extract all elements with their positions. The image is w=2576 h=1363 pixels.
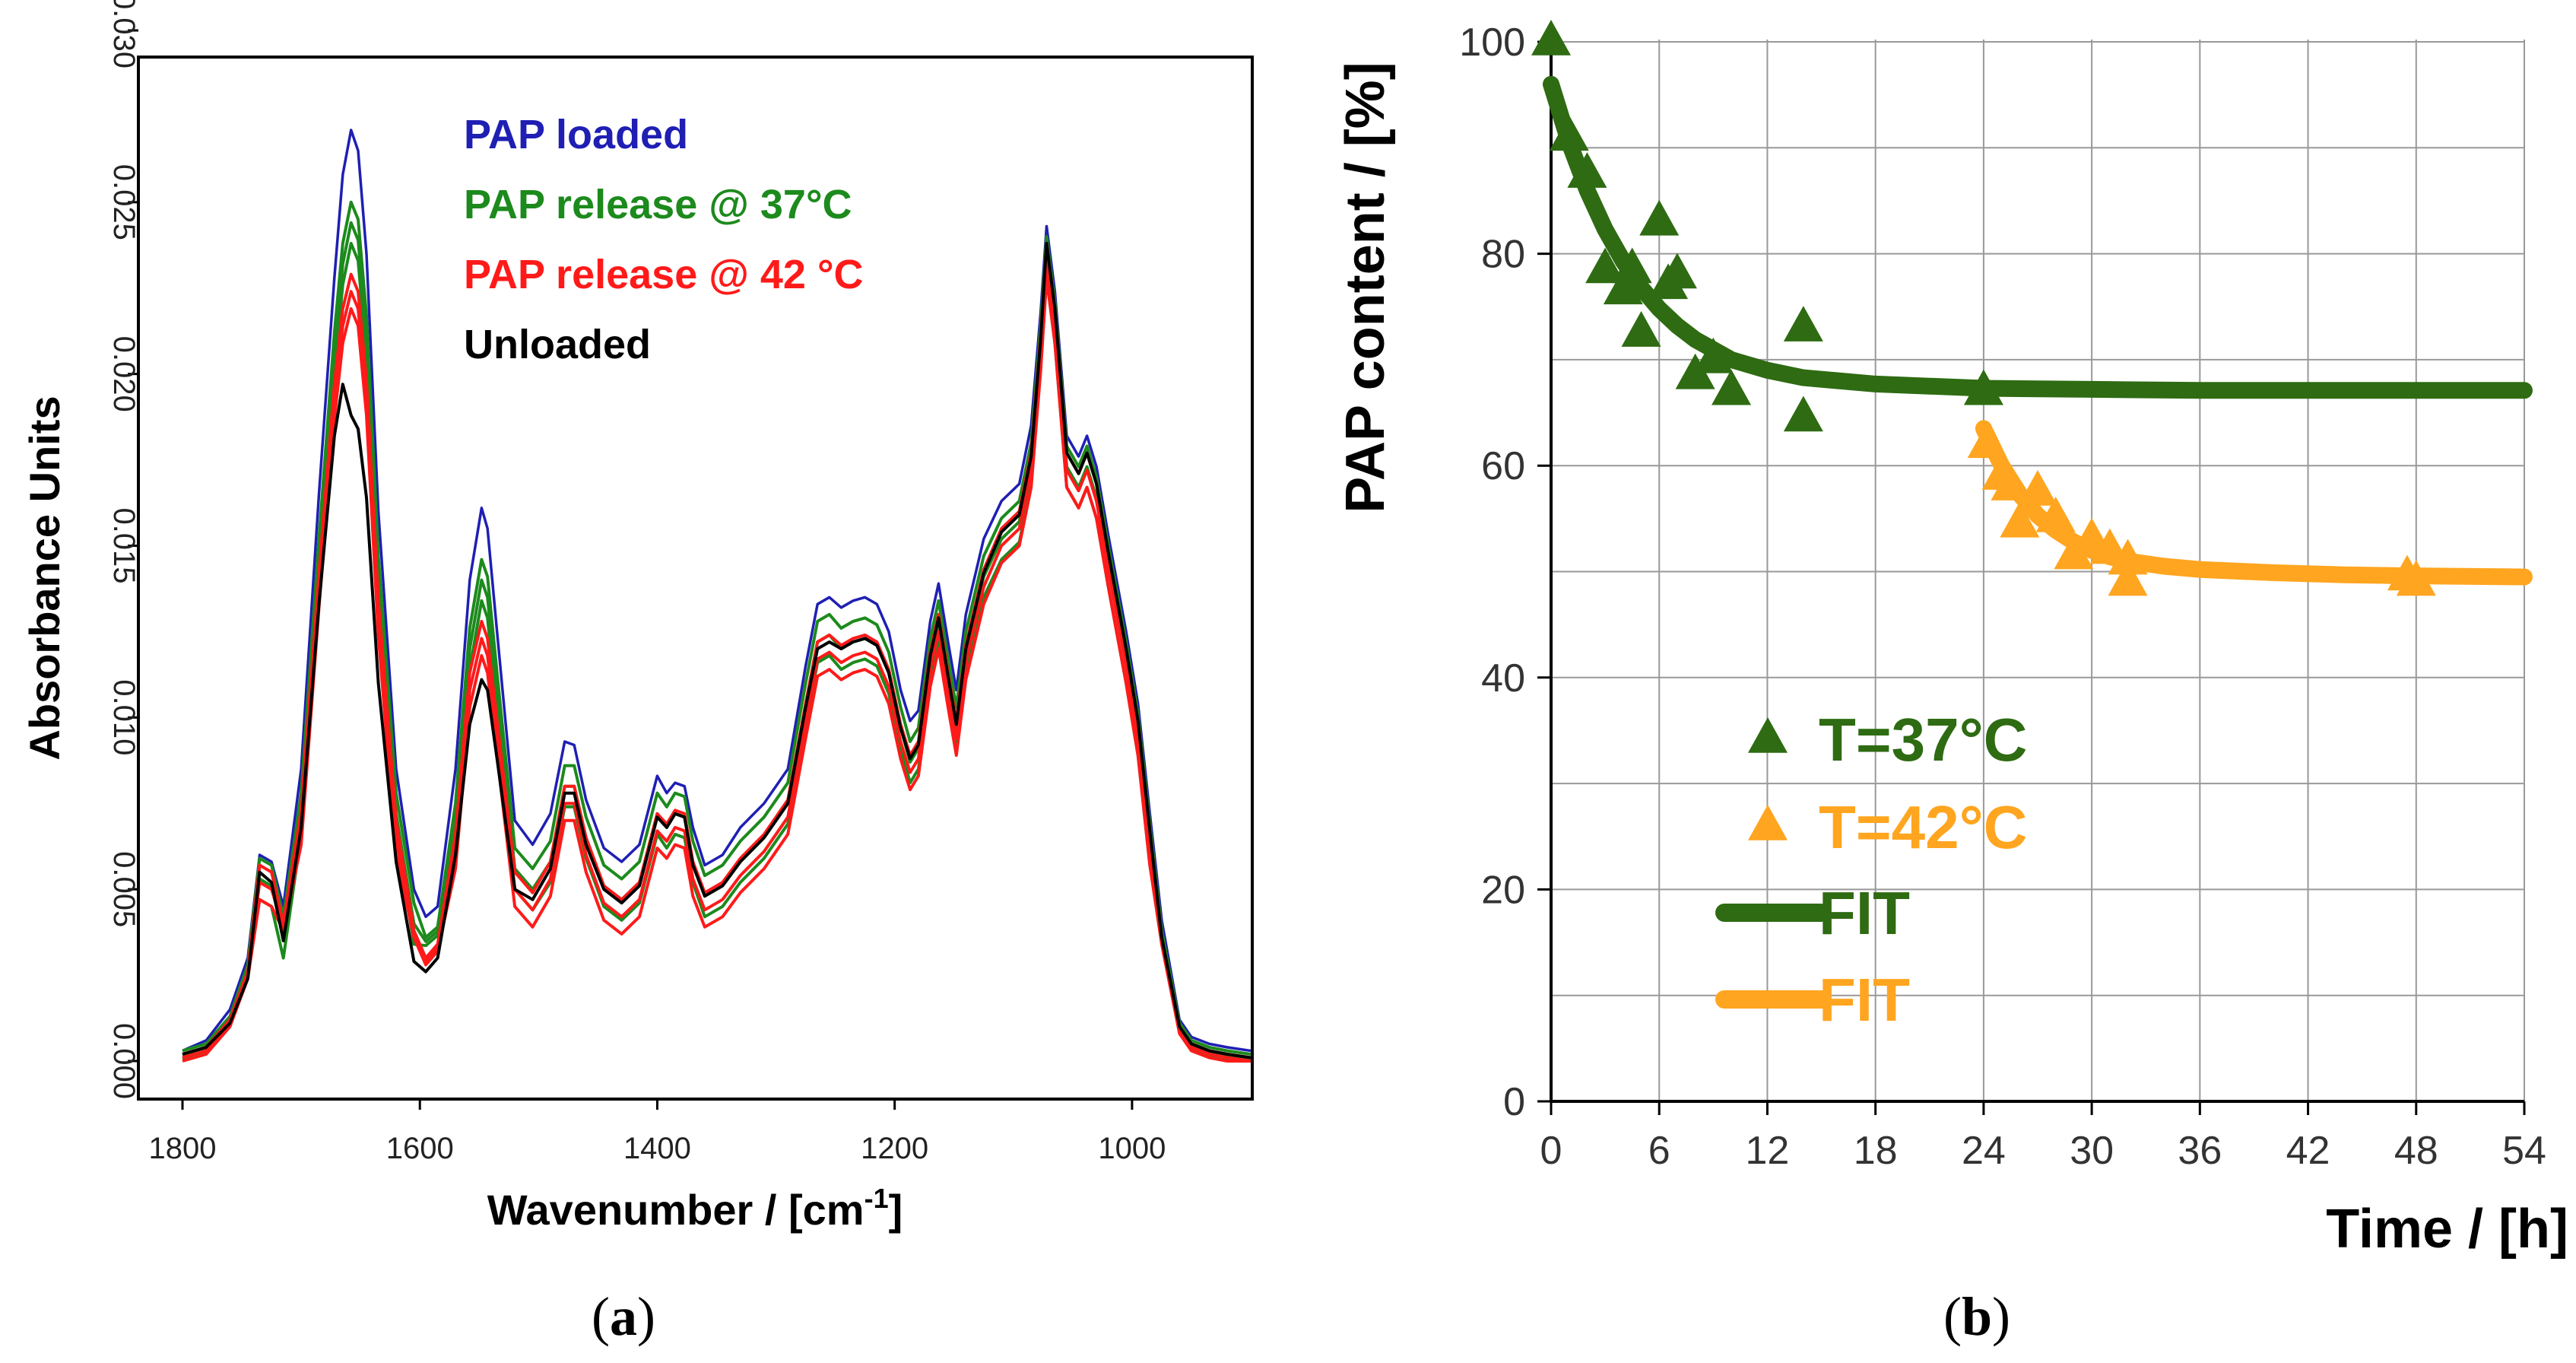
data-point-triangle: [2000, 501, 2040, 538]
x-tick-label: 1400: [623, 1132, 691, 1165]
data-point-triangle: [1991, 465, 2031, 500]
panel-b-caption-label: (b): [1943, 1286, 2010, 1347]
panel-b-y-ticks: 0 20 40 60 80 100: [1459, 21, 1551, 1124]
panel-a-y-axis-title: Absorbance Units: [21, 396, 68, 760]
data-point-triangle: [1639, 199, 1680, 236]
y-tick-label: 100: [1459, 21, 1525, 65]
panel-a-caption-label: (a): [592, 1286, 655, 1347]
panel-a-y-ticks: 0.000 0.005 0.010 0.015 0.020 0.025 0.030: [107, 0, 141, 1099]
x-tick-label: 6: [1648, 1129, 1670, 1173]
x-tick-label: 30: [2070, 1129, 2114, 1173]
data-point-triangle: [1621, 311, 1661, 347]
legend-entry: PAP release @ 37°C: [464, 182, 852, 227]
spectrum-line-release42-2: [182, 276, 1251, 1063]
panel-b-legend: T=37°C T=42°C FIT FIT: [1715, 706, 2027, 1034]
legend-triangle-marker: [1748, 804, 1788, 840]
data-point-triangle: [2018, 470, 2057, 506]
y-tick-label: 0: [1503, 1080, 1525, 1124]
data-point-triangle: [1603, 268, 1643, 305]
y-tick-label: 0.000: [107, 1023, 141, 1099]
legend-entry: T=37°C: [1819, 706, 2027, 774]
y-tick-label: 60: [1481, 444, 1525, 488]
panel-b-series: [1531, 19, 2533, 596]
panel-a-x-ticks: 1800 1600 1400 1200 1000: [149, 1099, 1166, 1165]
y-tick-label: 0.010: [107, 679, 141, 755]
data-point-triangle: [1585, 247, 1626, 284]
y-tick-label: 20: [1481, 868, 1525, 912]
data-point-triangle: [2035, 496, 2076, 532]
data-point-triangle: [1657, 253, 1697, 289]
legend-entry: T=42°C: [1819, 793, 2027, 861]
spectrum-line-unloaded: [182, 242, 1251, 1060]
legend-entry: FIT: [1819, 966, 1910, 1034]
y-tick-label: 0.025: [107, 164, 141, 240]
panel-a-legend: PAP loaded PAP release @ 37°C PAP release …: [464, 112, 864, 367]
panel-b-y-axis-title: PAP content / [%]: [1335, 62, 1396, 513]
legend-entry: PAP loaded: [464, 112, 688, 157]
x-tick-label: 0: [1540, 1129, 1562, 1173]
data-point-triangle: [1712, 369, 1752, 405]
x-tick-label: 1800: [149, 1132, 217, 1165]
data-point-triangle: [1967, 422, 2007, 459]
x-tick-label: 24: [1962, 1129, 2006, 1173]
x-tick-label: 1600: [386, 1132, 454, 1165]
panel-a-series-lines: [182, 129, 1251, 1063]
legend-triangle-marker: [1748, 716, 1788, 753]
panel-b-x-axis-title: Time / [h]: [2326, 1199, 2568, 1260]
y-tick-label: 0.015: [107, 507, 141, 583]
y-tick-label: 0.030: [107, 0, 141, 68]
x-tick-label: 1200: [861, 1132, 928, 1165]
data-point-triangle: [1783, 306, 1823, 342]
data-point-triangle: [1612, 247, 1652, 284]
data-point-triangle: [1567, 152, 1607, 188]
data-point-triangle: [1963, 369, 2003, 405]
panel-a-spectrum-chart: 1800 1600 1400 1200 1000 0.000 0.005 0.010 0.01…: [21, 0, 1254, 1347]
x-tick-label: 18: [1854, 1129, 1898, 1173]
y-tick-label: 40: [1481, 656, 1525, 701]
data-point-triangle: [1783, 396, 1823, 432]
legend-entry: Unloaded: [464, 322, 651, 367]
data-point-triangle: [1531, 19, 1571, 56]
y-tick-label: 80: [1481, 233, 1525, 277]
data-point-triangle: [1693, 337, 1734, 373]
y-tick-label: 0.020: [107, 336, 141, 412]
x-tick-label: 54: [2502, 1129, 2546, 1173]
x-tick-label: 48: [2394, 1129, 2438, 1173]
data-point-triangle: [2108, 539, 2148, 575]
y-tick-label: 0.005: [107, 851, 141, 927]
panel-a-plot-frame: [137, 56, 1254, 1101]
x-tick-label: 12: [1746, 1129, 1790, 1173]
x-tick-label: 1000: [1098, 1132, 1166, 1165]
panel-a-x-axis-title: Wavenumber / [cm-1]: [487, 1183, 903, 1234]
legend-entry: PAP release @ 42 °C: [464, 252, 864, 297]
x-tick-label: 42: [2286, 1129, 2330, 1173]
data-point-triangle: [2108, 560, 2148, 596]
legend-entry: FIT: [1819, 879, 1910, 947]
fit-line-0: [1543, 75, 2533, 399]
data-point-triangle: [1549, 115, 1589, 151]
panel-b-x-ticks: 0 6 12 18 24 30 36 42 48 54: [1540, 1101, 2546, 1173]
x-tick-label: 36: [2178, 1129, 2222, 1173]
data-point-triangle: [2396, 560, 2436, 596]
